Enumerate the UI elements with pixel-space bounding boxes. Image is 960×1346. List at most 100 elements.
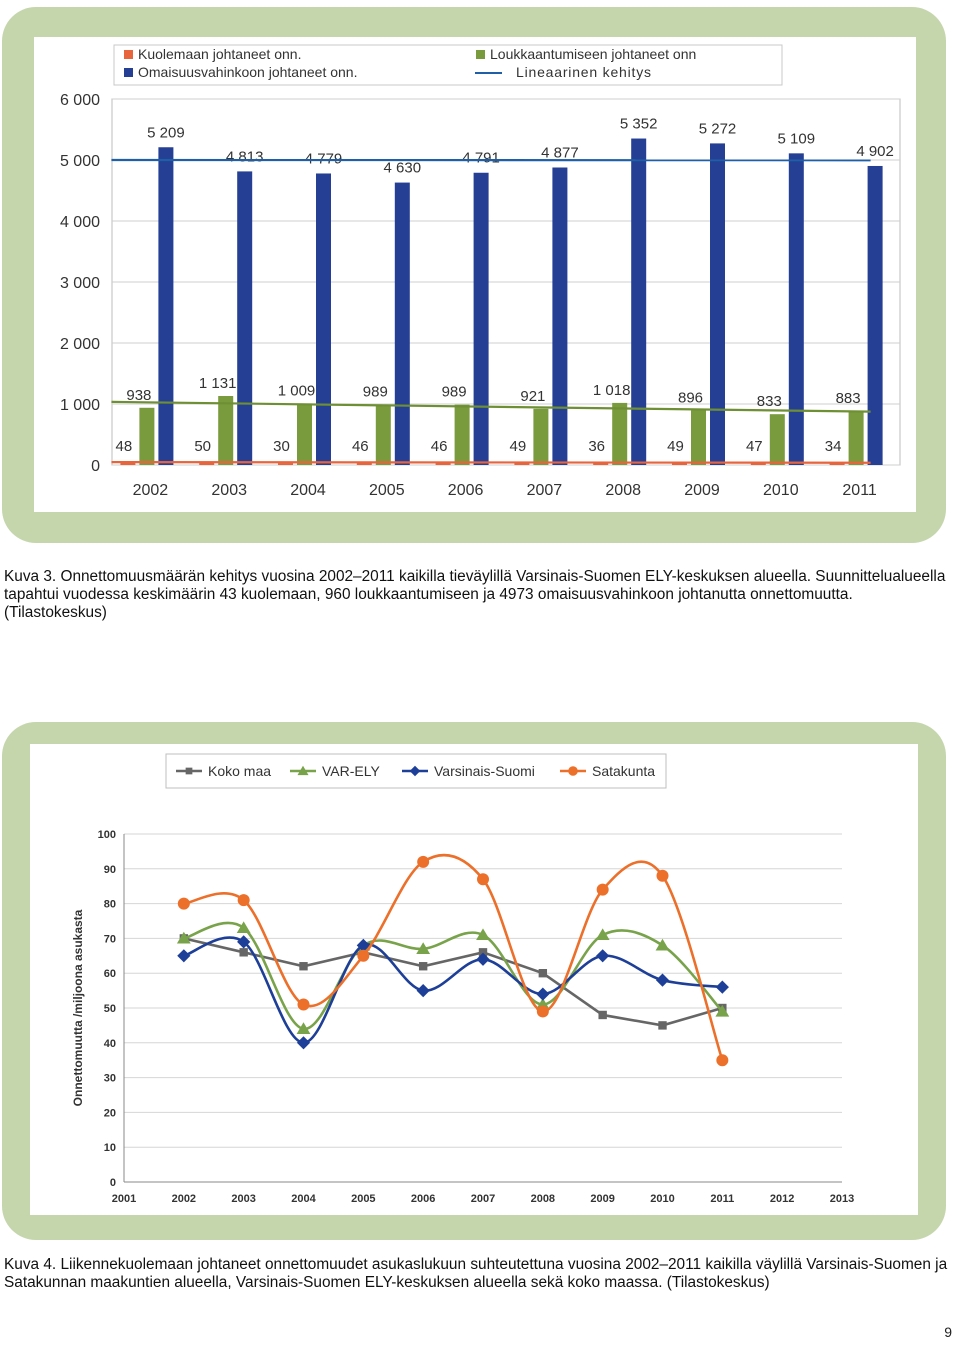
bar — [395, 183, 410, 465]
x-tick-label: 2005 — [351, 1193, 375, 1205]
bar — [316, 173, 331, 465]
line-chart-fatalities: 01020304050607080901002001 2002 2003 2004 20… — [30, 744, 918, 1215]
marker-circle — [357, 950, 369, 962]
y-tick-label: 10 — [104, 1142, 116, 1154]
y-tick-label: 0 — [110, 1177, 116, 1189]
legend-swatch — [124, 50, 133, 59]
data-label: 50 — [194, 438, 211, 455]
data-label: 989 — [363, 384, 388, 401]
data-label: 5 109 — [778, 130, 816, 147]
bar — [218, 396, 233, 465]
x-tick-label: 2010 — [650, 1193, 674, 1205]
marker-circle — [568, 766, 578, 776]
data-label: 989 — [442, 384, 467, 401]
bar — [849, 411, 864, 465]
data-label: 4 791 — [462, 150, 500, 167]
data-label: 36 — [588, 438, 605, 455]
bar — [474, 173, 489, 465]
marker-square — [598, 1011, 606, 1019]
y-tick-label: 4 000 — [60, 214, 100, 231]
bar — [789, 153, 804, 465]
data-label: 1 131 — [199, 375, 237, 392]
y-tick-label: 20 — [104, 1107, 116, 1119]
caption-kuva4: Kuva 4. Liikennekuolemaan johtaneet onne… — [4, 1256, 950, 1292]
legend-label: Omaisuusvahinkoon johtaneet onn. — [138, 64, 357, 80]
y-tick-label: 2 000 — [60, 336, 100, 353]
marker-circle — [716, 1054, 728, 1066]
data-label: 1 018 — [593, 382, 631, 399]
marker-square — [239, 948, 247, 956]
x-tick-label: 2003 — [211, 482, 247, 499]
data-label: 921 — [520, 388, 545, 405]
bar — [868, 166, 883, 465]
bar — [691, 410, 706, 465]
marker-circle — [657, 870, 669, 882]
y-tick-label: 5 000 — [60, 153, 100, 170]
bar — [376, 405, 391, 465]
y-tick-label: 100 — [98, 829, 116, 841]
marker-square — [299, 962, 307, 970]
data-label: 4 877 — [541, 145, 579, 162]
y-tick-label: 0 — [91, 458, 100, 475]
x-tick-label: 2006 — [448, 482, 484, 499]
marker-circle — [477, 873, 489, 885]
marker-circle — [238, 894, 250, 906]
y-axis-title: Onnettomuutta /miljoona asukasta — [71, 909, 85, 1106]
data-label: 5 352 — [620, 116, 658, 133]
data-label: 833 — [757, 393, 782, 410]
x-tick-label: 2011 — [710, 1193, 734, 1205]
marker-circle — [597, 884, 609, 896]
marker-circle — [417, 856, 429, 868]
data-label: 4 902 — [856, 143, 894, 160]
chart-panel-kuva3: 0 1 000 2 000 3 000 4 000 5 000 6 000 Kuolemaan… — [34, 37, 916, 512]
marker-circle — [178, 898, 190, 910]
data-label: 34 — [825, 438, 842, 455]
marker-square — [658, 1021, 666, 1029]
bar — [552, 168, 567, 465]
bar — [533, 409, 548, 465]
x-tick-label: 2006 — [411, 1193, 435, 1205]
legend-label: Koko maa — [208, 763, 271, 779]
legend-swatch — [124, 68, 133, 77]
legend-label: Lineaarinen kehitys — [516, 64, 652, 80]
bar — [710, 143, 725, 465]
data-label: 49 — [667, 438, 684, 455]
x-tick-label: 2008 — [531, 1193, 555, 1205]
legend-label: Loukkaantumiseen johtaneet onn — [490, 46, 696, 62]
data-label: 46 — [352, 438, 369, 455]
x-tick-label: 2009 — [684, 482, 720, 499]
x-tick-label: 2004 — [291, 1193, 316, 1205]
marker-square — [186, 768, 193, 775]
marker-circle — [537, 1005, 549, 1017]
x-tick-label: 2007 — [527, 482, 563, 499]
data-label: 5 272 — [699, 120, 737, 137]
bar — [158, 147, 173, 465]
x-tick-label: 2010 — [763, 482, 799, 499]
data-label: 49 — [510, 438, 527, 455]
data-label: 1 009 — [278, 382, 316, 399]
bar — [297, 403, 312, 465]
y-tick-label: 40 — [104, 1038, 116, 1050]
x-tick-label: 2012 — [770, 1193, 794, 1205]
legend-label: VAR-ELY — [322, 763, 380, 779]
bar — [139, 408, 154, 465]
data-label: 47 — [746, 438, 763, 455]
bar — [770, 414, 785, 465]
y-tick-label: 90 — [104, 864, 116, 876]
bar-chart-accidents: 0 1 000 2 000 3 000 4 000 5 000 6 000 Kuolemaan… — [34, 37, 916, 512]
y-tick-label: 30 — [104, 1073, 116, 1085]
legend-swatch — [476, 50, 485, 59]
bar — [455, 405, 470, 465]
data-label: 30 — [273, 438, 290, 455]
chart-panel-kuva4: 0 10 20 30 40 50 60 70 80 90 100 2001 2002 2003 2004 20… — [30, 744, 918, 1215]
x-tick-label: 2001 — [112, 1193, 136, 1205]
bar — [631, 139, 646, 465]
page-number: 9 — [944, 1324, 952, 1340]
legend-label: Kuolemaan johtaneet onn. — [138, 46, 301, 62]
x-tick-label: 2003 — [231, 1193, 255, 1205]
legend-label: Satakunta — [592, 763, 655, 779]
x-tick-label: 2009 — [590, 1193, 614, 1205]
legend-label: Varsinais-Suomi — [434, 763, 535, 779]
trend-line — [111, 462, 870, 463]
chart-legend: Koko maa VAR-ELY Varsinais-Suomi Satakunta — [166, 754, 666, 788]
